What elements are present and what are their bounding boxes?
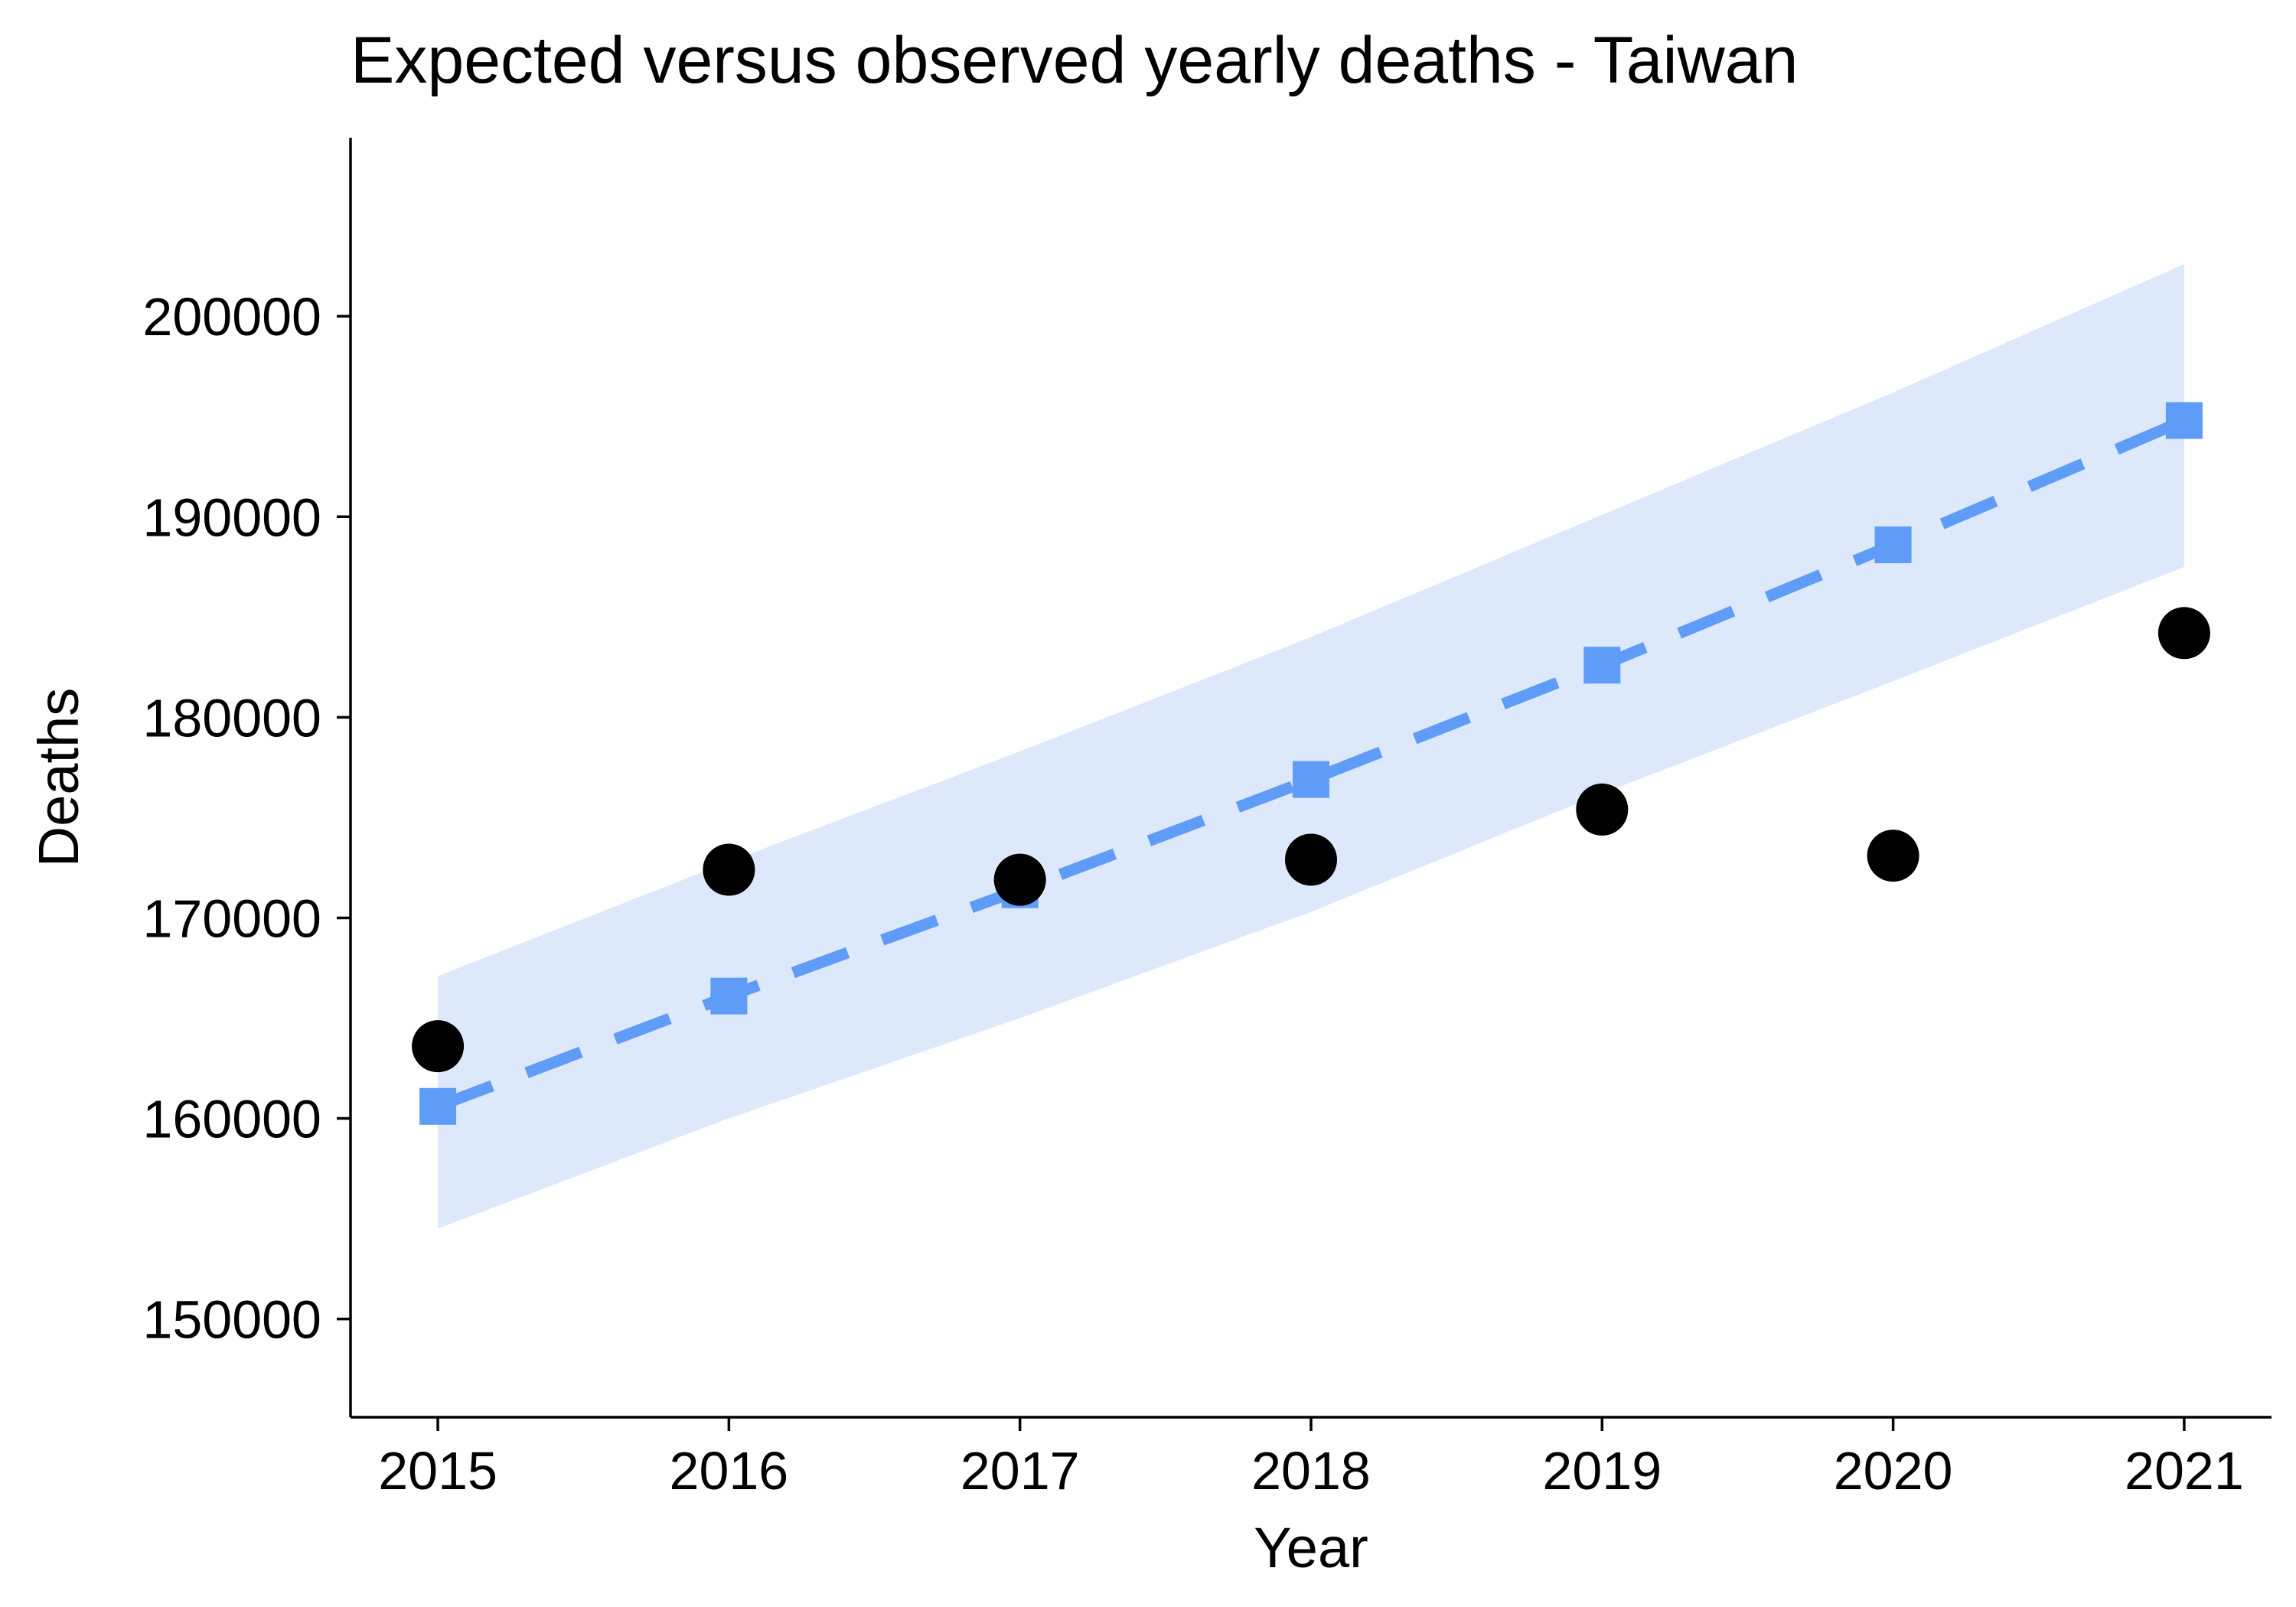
- x-tick-label: 2018: [1251, 1441, 1371, 1501]
- chart-title: Expected versus observed yearly deaths -…: [351, 24, 1799, 97]
- axes-layer: [337, 138, 2272, 1431]
- observed-point: [412, 1020, 465, 1073]
- x-axis-title: Year: [1254, 1516, 1368, 1579]
- x-tick-label: 2016: [670, 1441, 789, 1501]
- y-axis-title: Deaths: [27, 688, 90, 867]
- observed-point: [1867, 830, 1919, 882]
- y-tick-label: 160000: [142, 1090, 321, 1149]
- expected-marker: [1583, 647, 1621, 684]
- confidence-band: [438, 264, 2184, 1229]
- y-tick-label: 200000: [142, 287, 321, 347]
- observed-point: [993, 853, 1046, 906]
- confidence-band-layer: [438, 264, 2184, 1229]
- x-tick-label: 2021: [2125, 1441, 2244, 1501]
- expected-marker: [710, 977, 748, 1015]
- observed-point: [1576, 783, 1629, 836]
- y-tick-label: 150000: [142, 1290, 321, 1350]
- expected-marker: [1874, 526, 1912, 563]
- y-tick-label: 190000: [142, 487, 321, 547]
- expected-marker: [1293, 761, 1329, 798]
- y-tick-label: 170000: [142, 888, 321, 948]
- y-tick-label: 180000: [142, 688, 321, 748]
- x-tick-label: 2015: [378, 1441, 497, 1501]
- observed-point: [1285, 833, 1337, 886]
- observed-point: [703, 843, 755, 896]
- expected-marker: [2165, 402, 2203, 439]
- expected-marker: [419, 1087, 457, 1125]
- axis-labels-layer: 150000 160000 170000 180000 190000 200000 2015…: [27, 287, 2244, 1579]
- observed-point-layer: [412, 607, 2210, 1073]
- x-tick-label: 2019: [1542, 1441, 1662, 1501]
- observed-point: [2157, 607, 2210, 660]
- x-tick-label: 2017: [960, 1441, 1080, 1501]
- x-tick-label: 2020: [1834, 1441, 1953, 1501]
